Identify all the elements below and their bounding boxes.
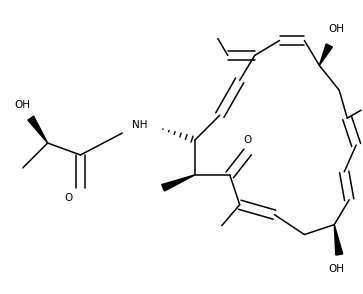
Text: OH: OH — [328, 264, 344, 274]
Polygon shape — [319, 44, 333, 65]
Polygon shape — [334, 225, 343, 255]
Polygon shape — [162, 175, 195, 191]
Text: O: O — [64, 193, 73, 203]
Text: OH: OH — [15, 100, 31, 110]
Polygon shape — [28, 116, 48, 143]
Text: O: O — [244, 135, 252, 145]
Text: OH: OH — [328, 24, 344, 34]
Text: NH: NH — [132, 120, 148, 130]
